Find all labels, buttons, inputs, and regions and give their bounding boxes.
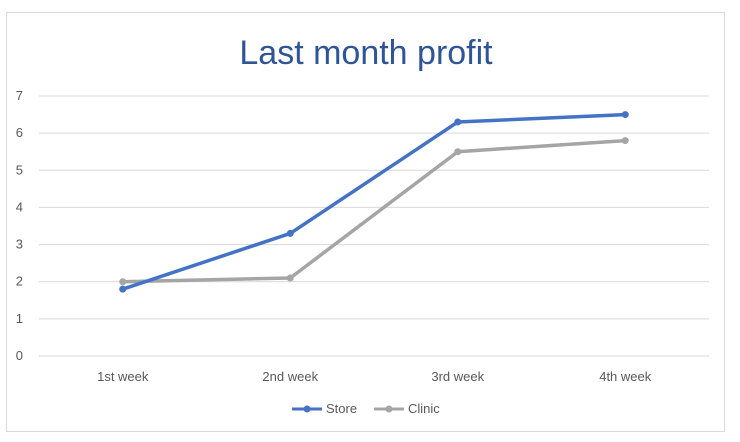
x-tick-label: 2nd week [262,369,318,384]
data-point-store [454,119,461,126]
y-axis-ticks: 0 1 2 3 4 5 6 7 [16,88,23,363]
y-tick-label: 4 [16,199,23,214]
data-point-store [287,230,294,237]
data-point-store [119,286,126,293]
y-tick-label: 5 [16,162,23,177]
series-line-store [123,115,626,290]
y-tick-label: 0 [16,348,23,363]
data-point-store [622,111,629,118]
line-chart: Last month profit 0 1 2 3 4 5 6 7 1st week 2nd w… [7,13,726,433]
y-tick-label: 3 [16,237,23,252]
x-tick-label: 3rd week [431,369,484,384]
data-point-clinic [454,148,461,155]
legend-label-clinic: Clinic [408,401,440,416]
x-tick-label: 4th week [599,369,652,384]
series-line-clinic [123,141,626,282]
gridlines [39,96,709,356]
data-point-clinic [622,137,629,144]
data-point-clinic [287,275,294,282]
x-axis-ticks: 1st week 2nd week 3rd week 4th week [97,369,652,384]
y-tick-label: 6 [16,125,23,140]
y-tick-label: 2 [16,274,23,289]
x-tick-label: 1st week [97,369,149,384]
y-tick-label: 1 [16,311,23,326]
legend: Store Clinic [292,401,440,416]
data-point-clinic [119,278,126,285]
chart-title: Last month profit [239,34,493,72]
series-lines [119,111,629,293]
legend-label-store: Store [326,401,357,416]
legend-marker-store [304,406,311,413]
chart-frame: Last month profit 0 1 2 3 4 5 6 7 1st week 2nd w… [6,12,725,432]
legend-marker-clinic [386,406,393,413]
y-tick-label: 7 [16,88,23,103]
